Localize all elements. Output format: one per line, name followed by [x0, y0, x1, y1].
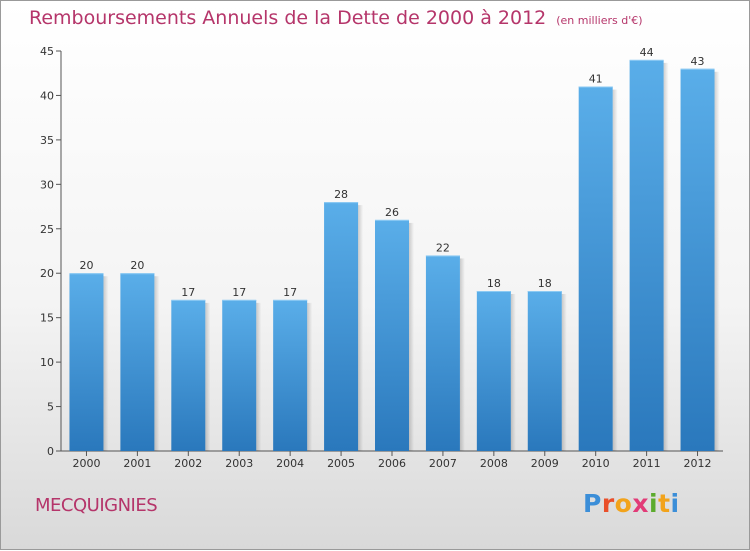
bar-2005: [324, 202, 359, 451]
logo-letter: t: [658, 489, 671, 518]
x-tick-label: 2008: [480, 457, 508, 470]
bar-2000: [69, 273, 104, 451]
x-tick-label: 2000: [72, 457, 100, 470]
chart-subtitle: (en milliers d'€): [556, 14, 643, 27]
bar-2001: [120, 273, 155, 451]
data-label: 41: [589, 73, 603, 86]
data-label: 20: [79, 259, 93, 272]
bar-2004: [273, 299, 308, 451]
x-tick-label: 2011: [633, 457, 661, 470]
chart-title-text: Remboursements Annuels de la Dette de 20…: [29, 7, 547, 29]
bar-2002: [171, 299, 206, 451]
bar-shadow: [154, 276, 160, 451]
x-tick-label: 2004: [276, 457, 304, 470]
y-tick-label: 5: [47, 401, 54, 414]
bar-shadow: [612, 89, 618, 452]
logo-letter: i: [649, 489, 659, 518]
data-label: 28: [334, 188, 348, 201]
bar-2009: [527, 291, 562, 451]
data-label: 43: [691, 55, 705, 68]
data-label: 44: [640, 46, 654, 59]
y-tick-label: 20: [40, 267, 54, 280]
logo-letter: r: [601, 489, 615, 518]
logo-letter: x: [632, 489, 649, 518]
x-tick-label: 2007: [429, 457, 457, 470]
y-tick-label: 0: [47, 445, 54, 458]
logo-letter: o: [614, 489, 633, 518]
x-tick-label: 2009: [531, 457, 559, 470]
bar-2008: [476, 291, 511, 451]
y-tick-label: 40: [40, 89, 54, 102]
data-label: 17: [283, 286, 297, 299]
x-tick-label: 2003: [225, 457, 253, 470]
bar-shadow: [459, 258, 465, 451]
x-tick-label: 2010: [582, 457, 610, 470]
bar-2012: [680, 68, 715, 452]
data-label: 22: [436, 241, 450, 254]
x-tick-label: 2002: [174, 457, 202, 470]
x-tick-label: 2005: [327, 457, 355, 470]
data-label: 17: [232, 286, 246, 299]
bar-shadow: [714, 71, 720, 452]
bar-shadow: [510, 294, 516, 451]
bar-shadow: [205, 302, 211, 451]
bar-shadow: [307, 302, 313, 451]
bar-2003: [222, 299, 257, 451]
bar-2007: [425, 255, 460, 451]
bar-shadow: [561, 294, 567, 451]
commune-name: MECQUIGNIES: [35, 495, 158, 516]
data-label: 18: [487, 277, 501, 290]
data-label: 20: [130, 259, 144, 272]
data-label: 18: [538, 277, 552, 290]
x-tick-label: 2001: [123, 457, 151, 470]
proxiti-logo: Proxiti: [583, 489, 680, 518]
data-label: 17: [181, 286, 195, 299]
logo-letter: P: [583, 489, 602, 518]
bar-shadow: [409, 222, 414, 451]
chart-title: Remboursements Annuels de la Dette de 20…: [29, 7, 643, 29]
bar-shadow: [256, 302, 262, 451]
bar-shadow: [358, 205, 364, 451]
bar-shadow: [103, 276, 109, 451]
y-tick-label: 45: [40, 45, 54, 58]
chart-bars: [69, 59, 720, 452]
bar-2011: [629, 59, 664, 452]
x-tick-label: 2006: [378, 457, 406, 470]
y-tick-label: 15: [40, 312, 54, 325]
bar-2010: [578, 86, 613, 452]
y-tick-label: 35: [40, 134, 54, 147]
y-tick-label: 30: [40, 178, 54, 191]
bar-2006: [375, 219, 409, 451]
y-tick-label: 25: [40, 223, 54, 236]
bar-shadow: [663, 62, 669, 452]
data-label: 26: [385, 206, 399, 219]
y-tick-label: 10: [40, 356, 54, 369]
logo-letter: i: [670, 489, 680, 518]
x-tick-label: 2012: [684, 457, 712, 470]
chart-data-labels: 20 20 17 17 17 28 26 22 18 18 41 44 43: [79, 46, 704, 299]
